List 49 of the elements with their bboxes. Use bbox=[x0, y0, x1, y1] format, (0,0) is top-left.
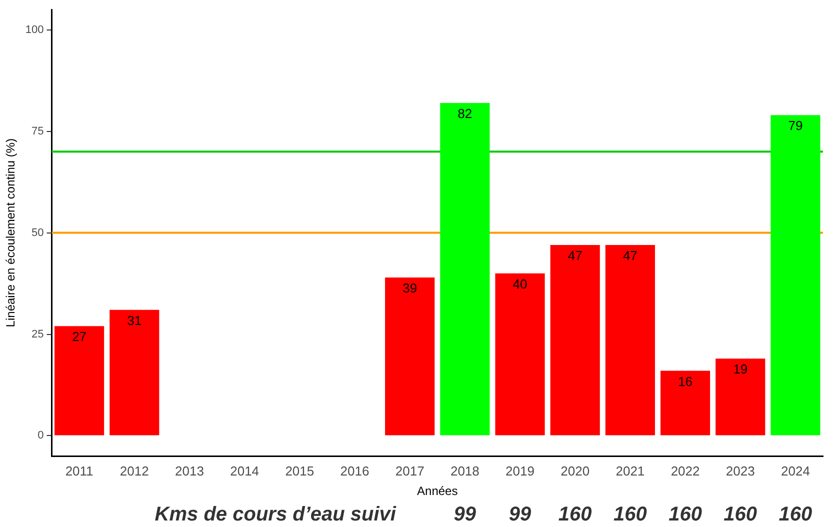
y-tick-label: 75 bbox=[32, 125, 44, 138]
data-label: 31 bbox=[127, 312, 142, 328]
y-tick-label: 100 bbox=[25, 24, 44, 36]
x-tick-label: 2018 bbox=[450, 463, 480, 478]
data-label: 82 bbox=[458, 106, 472, 122]
bar bbox=[54, 326, 104, 436]
y-tick-label: 0 bbox=[38, 430, 44, 442]
data-label: 40 bbox=[512, 276, 528, 292]
text: 160 bbox=[558, 504, 592, 526]
x-tick-label: 2016 bbox=[340, 463, 370, 478]
x-tick-label: 2023 bbox=[726, 463, 755, 478]
text: Kms de cours d’eau suivi bbox=[154, 504, 396, 526]
x-tick-label: 2021 bbox=[616, 463, 645, 478]
y-tick-label: 50 bbox=[32, 226, 44, 239]
data-label: 19 bbox=[733, 362, 748, 377]
x-axis-title: Années bbox=[417, 484, 458, 498]
x-tick-label: 2012 bbox=[120, 463, 149, 478]
text: 160 bbox=[724, 504, 758, 526]
bar bbox=[716, 358, 766, 436]
bar bbox=[605, 244, 655, 436]
bar bbox=[495, 273, 545, 436]
x-tick-label: 2011 bbox=[65, 463, 94, 478]
x-tick-label: 2024 bbox=[780, 463, 810, 478]
data-label: 47 bbox=[568, 248, 582, 264]
bar bbox=[385, 277, 435, 436]
x-tick-label: 2013 bbox=[175, 463, 204, 478]
data-label: 16 bbox=[678, 374, 693, 389]
x-tick-label: 2019 bbox=[506, 463, 534, 478]
data-label: 47 bbox=[622, 248, 638, 264]
text: 160 bbox=[778, 504, 812, 526]
data-label: 79 bbox=[788, 118, 803, 134]
text: 99 bbox=[508, 504, 532, 526]
x-tick-label: 2022 bbox=[670, 463, 700, 478]
x-tick-label: 2017 bbox=[395, 463, 424, 478]
text: 99 bbox=[454, 504, 477, 526]
x-tick-label: 2015 bbox=[285, 463, 314, 478]
bar bbox=[660, 370, 710, 436]
y-tick-label: 25 bbox=[32, 328, 44, 340]
x-tick-label: 2020 bbox=[560, 463, 590, 478]
y-axis-title: Linéaire en écoulement continu (%) bbox=[4, 138, 18, 328]
x-tick-label: 2014 bbox=[230, 463, 260, 478]
bar bbox=[550, 244, 600, 436]
text: 160 bbox=[668, 504, 702, 526]
data-label: 27 bbox=[72, 329, 87, 344]
bar bbox=[110, 310, 160, 436]
bar bbox=[770, 115, 820, 436]
text: 160 bbox=[614, 504, 647, 526]
data-label: 39 bbox=[402, 280, 418, 296]
bar bbox=[440, 102, 490, 436]
